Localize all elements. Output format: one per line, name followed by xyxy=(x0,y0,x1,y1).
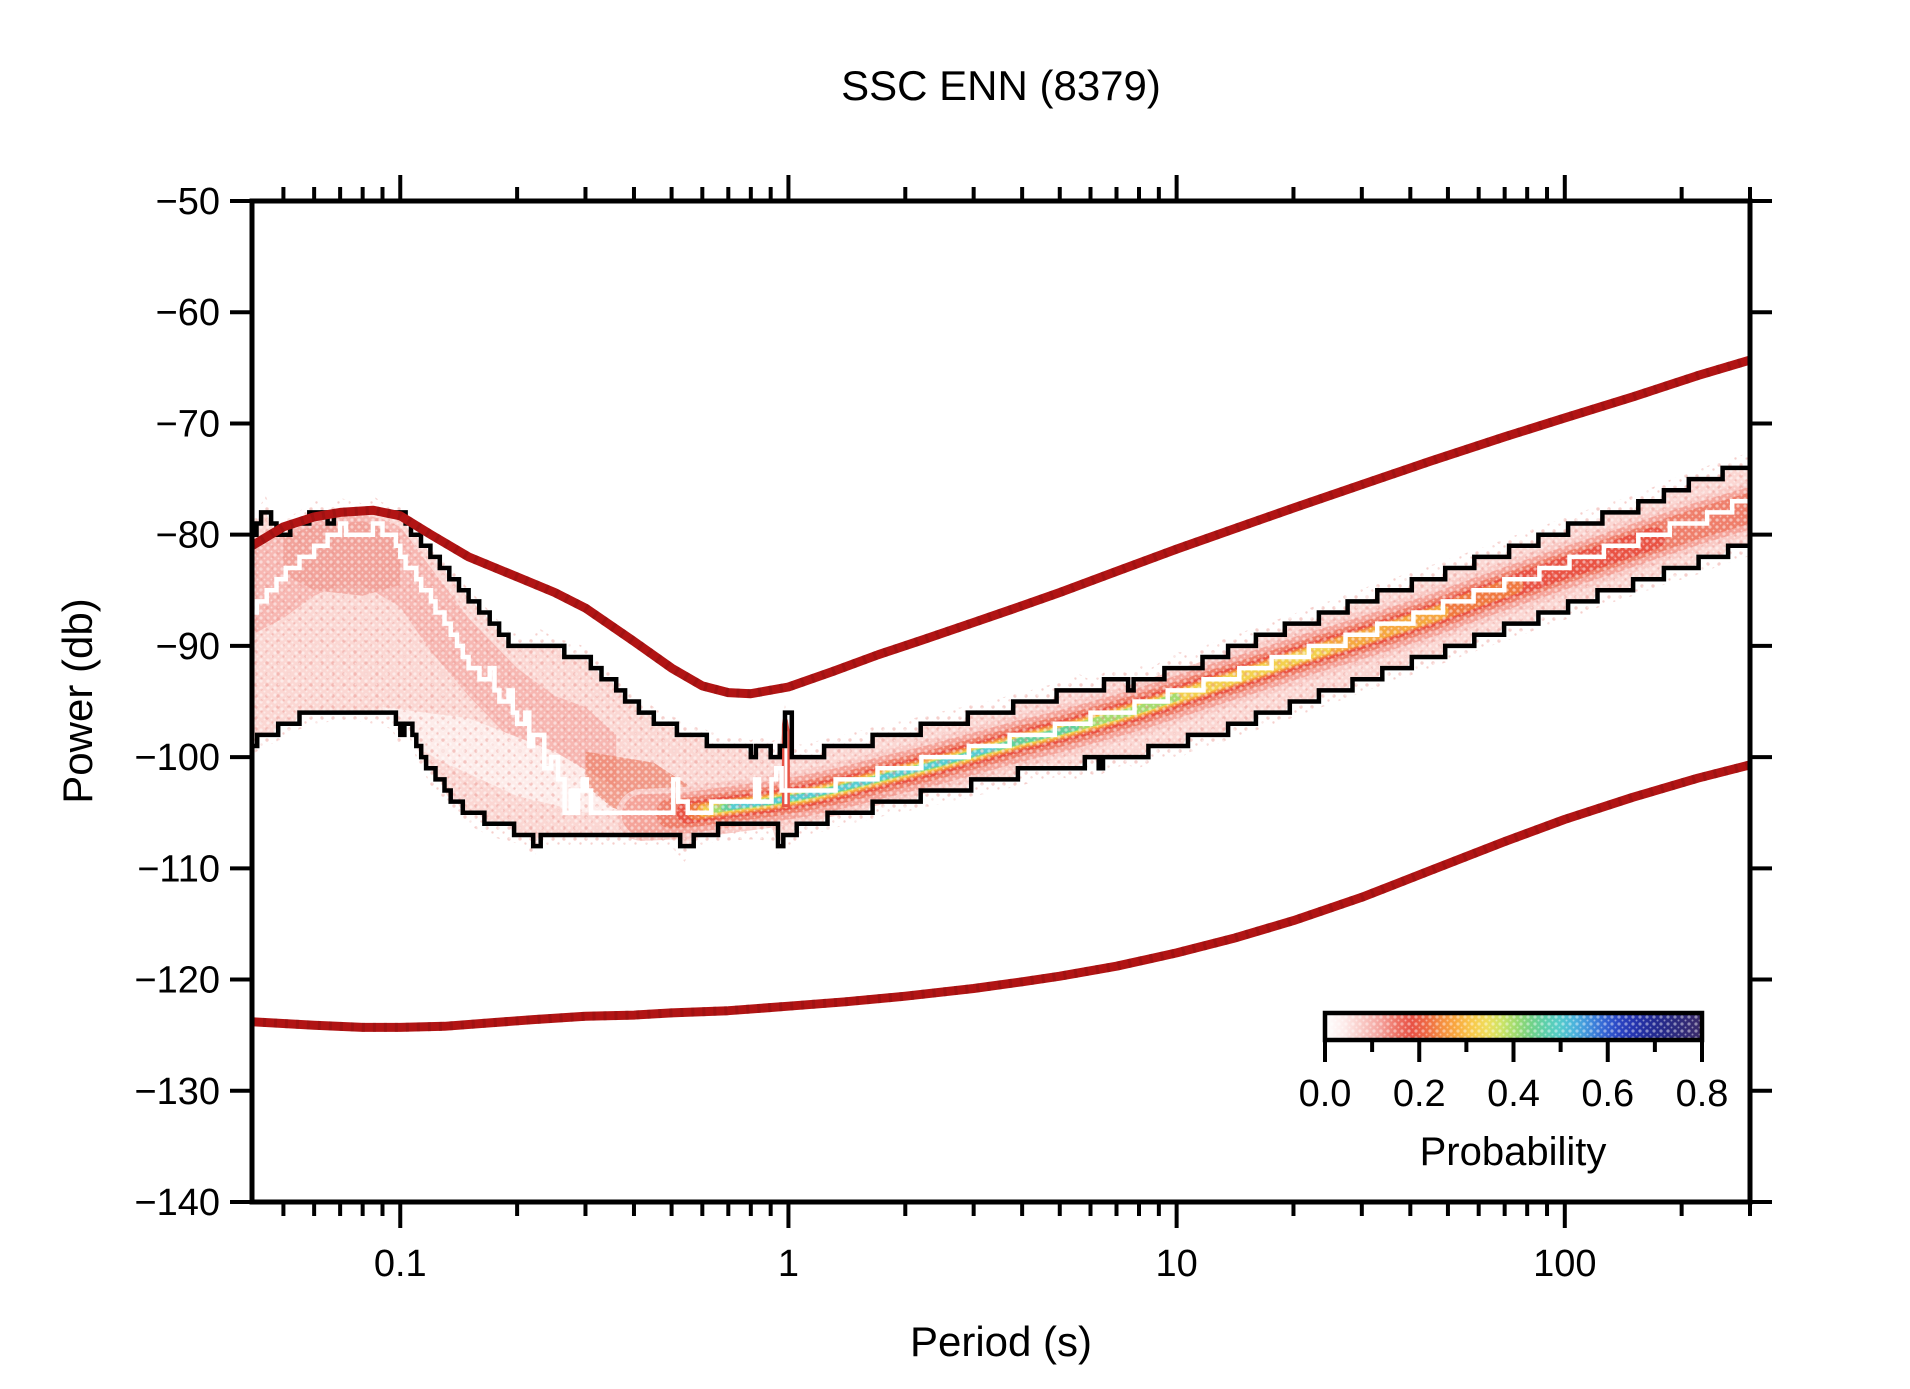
y-tick-label: −110 xyxy=(137,848,220,890)
chart-title: SSC ENN (8379) xyxy=(841,62,1161,109)
y-tick-label: −80 xyxy=(156,515,220,557)
upper-envelope-line xyxy=(252,465,1750,760)
x-tick-label: 0.1 xyxy=(374,1243,427,1285)
x-tick-label: 100 xyxy=(1533,1243,1596,1285)
y-axis-label: Power (db) xyxy=(54,598,101,803)
plot-frame xyxy=(249,198,1753,1205)
y-tick-label: −120 xyxy=(134,960,220,1002)
x-tick-label: 10 xyxy=(1155,1243,1197,1285)
texture-dots-white xyxy=(252,452,1750,862)
y-tick-label: −60 xyxy=(156,292,220,334)
colorbar: 0.0 0.2 0.4 0.6 0.8 xyxy=(1299,1010,1729,1115)
density-texture xyxy=(252,452,1750,862)
colorbar-label: Probability xyxy=(1420,1130,1607,1174)
colorbar-tick-label: 0.8 xyxy=(1676,1073,1729,1115)
x-axis-label: Period (s) xyxy=(910,1318,1092,1365)
axes: 0.1 1 10 100 −50 −60 −70 −80 −90 −100 −110 −120 −130… xyxy=(134,175,1772,1285)
colorbar-tick-label: 0.0 xyxy=(1299,1073,1352,1115)
plot-area xyxy=(252,355,1750,1032)
y-tick-label: −100 xyxy=(134,737,220,779)
colorbar-tick-label: 0.2 xyxy=(1393,1073,1446,1115)
y-tick-label: −90 xyxy=(156,626,220,668)
y-tick-label: −140 xyxy=(134,1182,220,1224)
mode-line xyxy=(252,499,1750,815)
y-tick-label: −130 xyxy=(134,1071,220,1113)
colorbar-tick-label: 0.6 xyxy=(1581,1073,1634,1115)
y-tick-label: −50 xyxy=(156,181,220,223)
colorbar-texture xyxy=(1325,1013,1702,1040)
x-tick-label: 1 xyxy=(778,1243,799,1285)
high-noise-model-line xyxy=(252,355,1750,699)
colorbar-tick-label: 0.4 xyxy=(1487,1073,1540,1115)
low-noise-model-line xyxy=(252,760,1750,1032)
lower-envelope-line xyxy=(252,543,1750,849)
y-tick-label: −70 xyxy=(156,403,220,445)
